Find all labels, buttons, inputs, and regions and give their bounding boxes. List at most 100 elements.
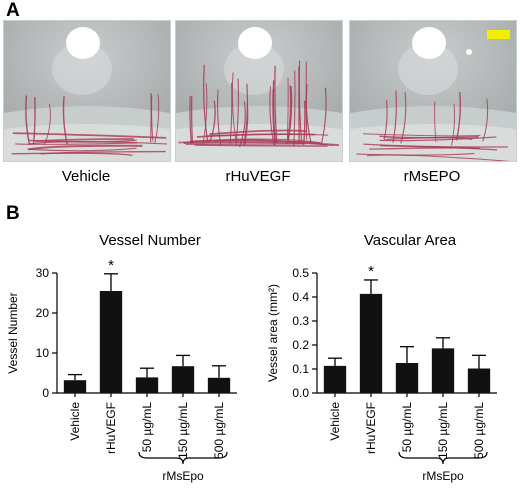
x-tick-label: 500 µg/mL	[472, 402, 486, 459]
significance-marker: *	[368, 263, 374, 280]
group-bracket	[398, 451, 488, 465]
neovessel	[392, 90, 397, 143]
neovessel	[451, 103, 455, 146]
x-tick-label: 50 µg/mL	[400, 402, 414, 453]
limbal-vessel	[35, 138, 134, 142]
limbal-vessel	[183, 141, 339, 147]
panel-b-label: B	[6, 203, 20, 224]
pellet-haze	[398, 43, 458, 95]
x-tick-label: rHuVEGF	[104, 402, 118, 454]
cornea-photo-rhuvegf	[175, 20, 343, 162]
neovessel	[25, 95, 31, 146]
neovessel	[287, 85, 292, 142]
neovessel	[243, 83, 249, 146]
neovessel	[482, 98, 489, 142]
neovessel	[293, 70, 296, 147]
neovessel	[298, 60, 303, 144]
neovessel	[455, 92, 461, 141]
neovessel	[202, 83, 208, 145]
neovessel	[400, 92, 407, 144]
neovessel	[229, 82, 233, 144]
neovessel	[274, 65, 278, 144]
group-bracket-label: rMsEpo	[422, 469, 464, 483]
significance-marker: *	[108, 257, 114, 274]
vessel-number-chart: Vessel Number 0 10 20 30 Vehicle * rHuVEGF 50 µg…	[6, 257, 237, 483]
neovessel	[235, 78, 239, 144]
bar	[207, 377, 231, 393]
limbal-vessel	[369, 147, 481, 150]
bar	[171, 366, 195, 393]
limbal-vessel	[363, 133, 481, 137]
x-tick-label: 500 µg/mL	[212, 402, 226, 459]
neovessel	[272, 80, 277, 143]
neovessel	[238, 101, 246, 148]
bar	[99, 291, 123, 393]
neovessel	[62, 96, 68, 145]
bar	[467, 368, 491, 393]
cornea-photo-rmsepo	[349, 20, 517, 162]
limbal-vessel	[385, 136, 473, 141]
limbal-vessel	[27, 144, 143, 151]
y-tick-label: 0.0	[292, 386, 309, 400]
neovessel	[302, 100, 306, 145]
y-tick-label: 0	[42, 386, 49, 400]
reflection	[466, 49, 472, 55]
limbus	[350, 124, 516, 161]
x-tick-label: Vehicle	[68, 402, 82, 441]
vascular-area-chart: Vessel area (mm²) 0.0 0.1 0.2 0.3 0.4 0.5 Vehic…	[266, 263, 497, 483]
bar	[395, 363, 419, 393]
caption-rmsepo: rMsEPO	[403, 168, 461, 185]
x-tick-label: Vehicle	[328, 402, 342, 441]
y-tick-label: 20	[36, 306, 50, 320]
x-tick-label: 50 µg/mL	[140, 402, 154, 453]
limbal-vessel	[366, 154, 512, 161]
bar	[63, 380, 87, 393]
neovessel	[269, 86, 275, 146]
neovessel	[189, 96, 192, 144]
neovessel	[216, 89, 222, 146]
caption-vehicle: Vehicle	[61, 168, 111, 185]
y-tick-label: 0.4	[292, 290, 309, 304]
bar	[323, 365, 347, 393]
y-tick-label: 0.5	[292, 266, 309, 280]
x-tick-label: rHuVEGF	[364, 402, 378, 454]
group-bracket	[138, 451, 228, 465]
y-tick-label: 0.2	[292, 338, 309, 352]
neovessel	[190, 95, 194, 144]
caption-rhuvegf: rHuVEGF	[225, 168, 291, 185]
limbal-vessel	[11, 152, 133, 156]
y-tick-label: 0.3	[292, 314, 309, 328]
group-bracket-label: rMsEpo	[162, 469, 204, 483]
neovessel	[203, 64, 209, 143]
pellet-haze	[52, 43, 112, 95]
limbal-vessel	[190, 138, 323, 144]
y-tick-label: 0.1	[292, 362, 309, 376]
limbal-vessel	[194, 144, 328, 147]
bar	[431, 348, 455, 393]
neovessel	[32, 96, 36, 145]
neovessel	[383, 100, 388, 141]
scale-bar	[487, 30, 510, 39]
x-tick-label: 150 µg/mL	[436, 402, 450, 459]
y-tick-label: 30	[36, 266, 50, 280]
y-axis-label: Vessel Number	[6, 292, 20, 373]
limbal-vessel	[363, 143, 508, 148]
bar	[359, 293, 383, 393]
y-tick-label: 10	[36, 346, 50, 360]
pellet-haze	[224, 43, 284, 95]
neovessel	[43, 103, 51, 146]
limbal-vessel	[379, 136, 497, 142]
pellet	[238, 27, 272, 59]
neovessel	[434, 101, 437, 143]
limbal-vessel	[15, 142, 138, 145]
limbal-vessel	[356, 152, 475, 156]
limbal-vessel	[27, 147, 137, 152]
chart-title-vessel-number: Vessel Number	[99, 232, 201, 249]
panel-a-label: A	[6, 0, 20, 21]
x-tick-label: 150 µg/mL	[176, 402, 190, 459]
bar	[135, 377, 159, 393]
neovessel	[286, 78, 289, 140]
neovessel	[208, 100, 216, 144]
pellet	[412, 27, 446, 59]
neovessel	[231, 72, 238, 146]
